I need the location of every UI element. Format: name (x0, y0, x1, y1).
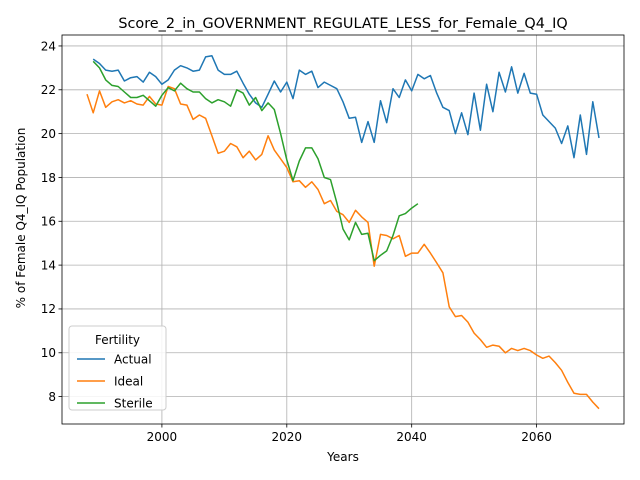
series-line-actual (92, 55, 600, 159)
x-tick-label: 2040 (396, 430, 427, 444)
legend-entries: Actual Ideal Sterile (77, 352, 153, 410)
x-tick-label: 2020 (272, 430, 303, 444)
legend-label-ideal: Ideal (114, 374, 143, 388)
chart-title: Score_2_in_GOVERNMENT_REGULATE_LESS_for_… (118, 16, 567, 32)
y-tick-label: 12 (41, 302, 56, 316)
x-axis-label: Years (326, 450, 359, 464)
y-tick-label: 8 (48, 390, 56, 404)
y-tick-label: 18 (41, 171, 56, 185)
y-tick-label: 10 (41, 346, 56, 360)
legend-box (68, 325, 167, 411)
plot-frame (61, 34, 625, 425)
legend-title: Fertility (95, 333, 140, 347)
x-tick-label: 2000 (147, 430, 178, 444)
y-tick-label: 22 (41, 83, 56, 97)
y-axis-label: % of Female Q4_IQ Population (14, 128, 28, 309)
y-tick-label: 24 (41, 39, 56, 53)
y-tick-label: 16 (41, 215, 56, 229)
y-tick-label: 14 (41, 258, 56, 272)
series-lines (86, 55, 600, 410)
y-tick-label: 20 (41, 127, 56, 141)
legend: Fertility Actual Ideal Sterile (68, 325, 167, 411)
legend-label-actual: Actual (114, 352, 152, 366)
series-line-sterile (92, 60, 419, 262)
x-tick-label: 2060 (521, 430, 552, 444)
grid-lines (62, 35, 624, 424)
axis-ticks: 2000 2020 2040 2060 8 10 12 14 16 18 20 22 24 (41, 39, 552, 444)
series-line-ideal (86, 85, 600, 410)
legend-label-sterile: Sterile (114, 396, 153, 410)
